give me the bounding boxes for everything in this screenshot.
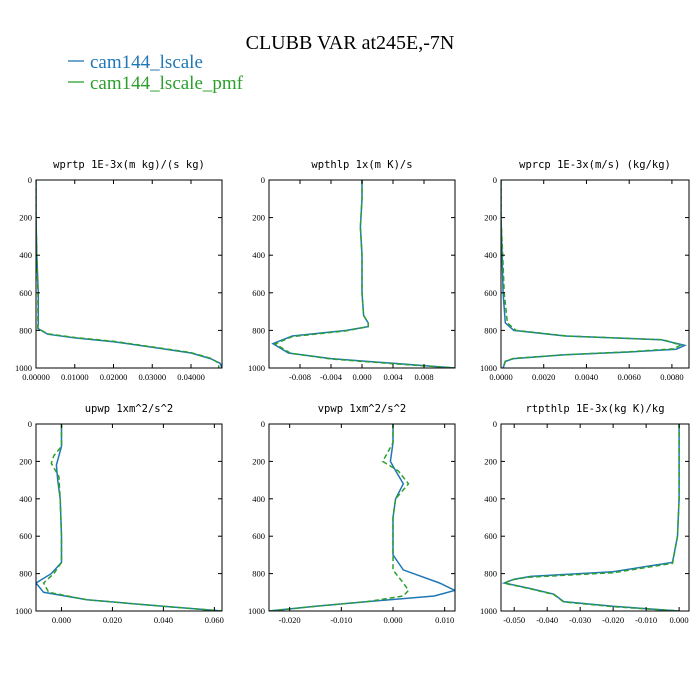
panel-3: wprcp 1E-3x(m/s) (kg/kg) 0 200 400 600 800 100… [480,159,690,382]
series-line-lscale-pmf [502,424,680,611]
x-tick-label: 0.000 [670,615,689,625]
panel-5: vpwp 1xm^2/s^2 0 200 400 600 800 1000 -0.020 -0.… [248,403,456,625]
x-tick-label: 0.03000 [138,372,166,382]
series-line-lscale-pmf [42,424,222,611]
series-line-lscale-pmf [36,180,220,368]
panel-grid: wprtp 1E-3x(m kg)/(s kg) 0 200 400 600 800 100… [15,159,690,625]
y-tick-label: 0 [261,175,265,185]
y-tick-label: 400 [19,250,32,260]
y-tick-label: 200 [252,213,265,223]
y-tick-label: 800 [484,325,497,335]
x-tick-label: 0.04000 [177,372,205,382]
x-tick-label: -0.030 [569,615,591,625]
y-tick-label: 0 [493,419,497,429]
y-tick-label: 400 [252,494,265,504]
x-tick-label: 0.0000 [489,372,512,382]
y-tick-label: 600 [252,531,265,541]
x-tick-label: 0.000 [383,615,402,625]
panel-6: rtpthlp 1E-3x(kg K)/kg02004006008001000-… [480,403,690,625]
x-tick-label: 0.020 [103,615,122,625]
x-tick-label: 0.01000 [61,372,89,382]
series-line-lscale-pmf [273,180,455,368]
y-tick-label: 400 [252,250,265,260]
legend: cam144_lscale cam144_lscale_pmf [68,52,244,94]
y-tick-label: 200 [484,456,497,466]
y-tick-label: 400 [19,494,32,504]
y-tick-label: 200 [19,213,32,223]
x-tick-label: -0.040 [536,615,558,625]
series-line-lscale [501,424,680,611]
y-tick-label: 1000 [480,606,497,616]
y-tick-label: 400 [484,250,497,260]
x-tick-label: 0.02000 [100,372,128,382]
panel-4: upwp 1xm^2/s^2 0 200 400 600 800 1000 0.000 0.02… [15,403,224,625]
y-tick-label: 1000 [480,363,497,373]
x-tick-label: 0.060 [205,615,224,625]
y-tick-label: 200 [252,456,265,466]
x-tick-label: 0.0020 [532,372,555,382]
y-tick-label: 800 [252,569,265,579]
x-tick-label: 0.004 [383,372,403,382]
panel-title: vpwp 1xm^2/s^2 [318,403,407,415]
y-tick-label: 600 [484,288,497,298]
legend-label-lscale: cam144_lscale [90,52,203,73]
y-tick-label: 1000 [15,363,32,373]
x-tick-label: -0.050 [503,615,525,625]
x-tick-label: -0.010 [330,615,352,625]
y-tick-label: 800 [19,569,32,579]
y-tick-label: 0 [493,175,497,185]
x-tick-label: 0.008 [414,372,433,382]
y-tick-label: 600 [484,531,497,541]
x-tick-label: -0.020 [602,615,624,625]
y-tick-label: 600 [19,288,32,298]
plot-frame [268,423,456,612]
panel-2: wpthlp 1x(m K)/s 0 200 400 600 800 1000 -0.008-… [248,159,456,382]
y-tick-label: 600 [19,531,32,541]
x-tick-label: 0.0060 [617,372,640,382]
x-tick-label: -0.010 [635,615,657,625]
panel-title: wprcp 1E-3x(m/s) (kg/kg) [519,159,671,171]
y-tick-label: 0 [261,419,265,429]
x-tick-label: 0.000 [52,615,71,625]
plot-frame [500,423,690,612]
panel-1: wprtp 1E-3x(m kg)/(s kg) 0 200 400 600 800 100… [15,159,223,382]
x-tick-label: 0.000 [352,372,371,382]
y-tick-label: 1000 [15,606,32,616]
series-line-lscale [271,180,455,368]
y-tick-label: 1000 [248,606,265,616]
panel-title: wprtp 1E-3x(m kg)/(s kg) [53,159,205,171]
plot-frame [35,423,223,612]
panel-title: wpthlp 1x(m K)/s [311,159,412,171]
y-tick-label: 0 [28,419,32,429]
panel-title: upwp 1xm^2/s^2 [85,403,174,415]
y-tick-label: 400 [484,494,497,504]
y-tick-label: 1000 [248,363,265,373]
y-tick-label: 800 [19,325,32,335]
figure-title: CLUBB VAR at245E,-7N [246,32,455,54]
x-tick-label: -0.004 [320,372,343,382]
series-line-lscale-pmf [501,180,683,368]
x-tick-label: 0.010 [435,615,454,625]
plot-frame [35,179,223,369]
y-tick-label: 200 [19,456,32,466]
x-tick-label: 0.0080 [660,372,683,382]
plot-frame [500,179,690,369]
x-tick-label: 0.0040 [575,372,598,382]
series-line-lscale-pmf [269,424,410,611]
y-tick-label: 600 [252,288,265,298]
y-tick-label: 800 [252,325,265,335]
y-tick-label: 800 [484,569,497,579]
x-tick-label: 0.00000 [22,372,50,382]
x-tick-label: 0.040 [154,615,173,625]
panel-title: rtpthlp 1E-3x(kg K)/kg [525,403,664,415]
legend-label-lscale-pmf: cam144_lscale_pmf [90,73,244,94]
series-line-lscale [36,424,222,611]
y-tick-label: 200 [484,213,497,223]
series-line-lscale [36,180,222,368]
series-line-lscale [269,424,455,611]
y-tick-label: 0 [28,175,32,185]
x-tick-label: -0.008 [289,372,311,382]
x-tick-label: -0.020 [279,615,301,625]
